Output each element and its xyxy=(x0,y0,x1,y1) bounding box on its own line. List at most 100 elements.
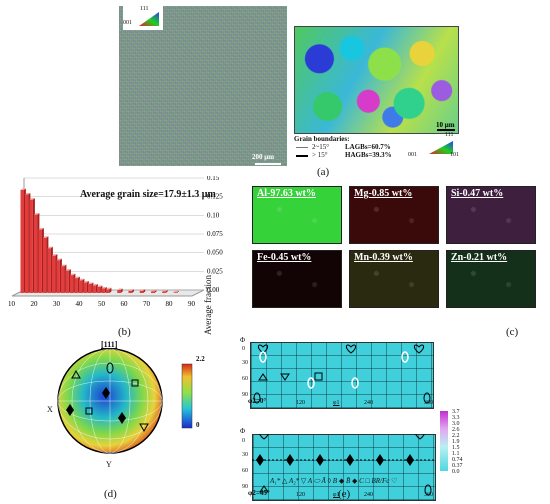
histogram-bar xyxy=(151,290,157,293)
phi1-tick-120-bottom: 120 xyxy=(296,492,305,498)
ipf-triangle-icon xyxy=(429,141,453,154)
eds-map-4: Mn-0.39 wt% xyxy=(349,250,439,308)
y-tick-label: 0.025 xyxy=(207,267,223,275)
panel-label-b: (b) xyxy=(118,326,131,338)
y-tick-labels: 0.00 0.025 0.050 0.075 0.10 0.125 0.15 xyxy=(207,176,223,294)
phi-tick-90-bottom: 90 xyxy=(242,484,248,490)
histogram-bar xyxy=(173,290,179,293)
odf-colorbar-tick: 0.74 xyxy=(452,457,463,463)
x-tick-label: 90 xyxy=(188,300,196,308)
section-label-phi2-0: φ2=0° xyxy=(248,397,267,405)
pf-scale-min: 0 xyxy=(196,421,200,429)
pole-figure-colorbar xyxy=(181,363,193,429)
odf-colorbar-tick: 1.1 xyxy=(452,451,460,457)
ipf-triangle-icon xyxy=(139,12,159,26)
phi1-tick-360-bottom: 360 xyxy=(424,492,433,498)
grain-size-annotation: Average grain size=17.9±1.3 μm xyxy=(80,189,216,200)
phi-axis-label-top: Φ xyxy=(240,336,246,344)
ipf-key2-right-label: 101 xyxy=(450,152,459,158)
pole-top-label: [111] xyxy=(101,340,118,349)
x-tick-label: 70 xyxy=(143,300,151,308)
ipf-key-top-label: 111 xyxy=(140,6,149,12)
eds-map-label: Mg-0.85 wt% xyxy=(354,188,413,199)
pf-scale-max: 2.2 xyxy=(196,355,205,363)
axis-y-label: Y xyxy=(106,460,112,469)
x-tick-label: 20 xyxy=(31,300,39,308)
ipf-key2-left-label: 001 xyxy=(408,152,417,158)
ipf-key-right xyxy=(425,138,457,156)
odf-colorbar-tick: 2.6 xyxy=(452,427,460,433)
odf-section-phi2-45-field xyxy=(252,434,436,501)
phi-tick-0-top: 0 xyxy=(242,346,245,352)
eds-map-label: Si-0.47 wt% xyxy=(451,188,504,199)
eds-map-label: Al-97.63 wt% xyxy=(257,188,316,199)
x-tick-label: 50 xyxy=(98,300,106,308)
odf-colorbar-tick: 3.0 xyxy=(452,421,460,427)
gb-low-line xyxy=(296,147,308,148)
odf-legend: A₁* △ A₂* ▽ A ⬭ Ā ◊ B ◆ B̄ ◆ C □ BR/Fc ♡ xyxy=(270,477,398,485)
odf-section-phi2-0 xyxy=(250,342,434,409)
phi-tick-60-top: 60 xyxy=(242,376,248,382)
scale-bar-label-left: 200 μm xyxy=(252,153,275,161)
panel-label-c: (c) xyxy=(506,326,519,338)
phi-axis-label-bottom: Φ xyxy=(240,427,246,435)
y-axis-label: Average fraction xyxy=(203,275,213,336)
panel-label-a: (a) xyxy=(317,166,330,178)
histogram-bar xyxy=(128,289,134,293)
phi1-axis-label-bottom: φ1 xyxy=(333,492,340,498)
section-label-phi2-45: φ2=45° xyxy=(248,489,270,497)
panel-label-d: (d) xyxy=(104,488,117,500)
gb-high-line xyxy=(296,155,308,157)
y-tick-label: 0.050 xyxy=(207,249,223,257)
x-tick-labels: 10 20 30 40 50 60 70 80 90 xyxy=(8,300,196,308)
chart-bars xyxy=(20,188,179,293)
eds-map-label: Mn-0.39 wt% xyxy=(354,252,413,263)
odf-colorbar-tick: 3.7 xyxy=(452,409,460,415)
pole-figure xyxy=(57,348,193,454)
eds-map-3: Fe-0.45 wt% xyxy=(252,250,342,308)
gb-high-range: > 15° xyxy=(312,151,328,159)
ebsd-ipf-map-zoom xyxy=(294,26,459,134)
gb-title: Grain boundaries: xyxy=(294,135,350,143)
phi-tick-60-bottom: 60 xyxy=(242,468,248,474)
y-tick-label: 0.10 xyxy=(207,211,220,219)
phi1-tick-120-top: 120 xyxy=(296,400,305,406)
phi-tick-0-bottom: 0 xyxy=(242,438,245,444)
odf-colorbar xyxy=(440,411,448,471)
eds-element-maps: Al-97.63 wt% Mg-0.85 wt% Si-0.47 wt% Fe-0.4… xyxy=(252,186,544,310)
eds-map-0: Al-97.63 wt% xyxy=(252,186,342,244)
ebsd-ipf-map-overview xyxy=(119,6,287,166)
ipf-key2-top-label: 111 xyxy=(445,132,454,138)
x-tick-label: 80 xyxy=(166,300,174,308)
phi1-axis-label-top: φ1 xyxy=(333,400,340,406)
gb-low-range: 2~15° xyxy=(312,143,330,151)
phi1-tick-360-top: 360 xyxy=(424,400,433,406)
eds-map-5: Zn-0.21 wt% xyxy=(446,250,536,308)
phi-tick-30-top: 30 xyxy=(242,360,248,366)
x-tick-label: 60 xyxy=(121,300,129,308)
eds-map-label: Zn-0.21 wt% xyxy=(451,252,508,263)
odf-markers-0 xyxy=(253,344,431,404)
odf-colorbar-tick: 1.9 xyxy=(452,439,460,445)
odf-colorbar-tick: 1.5 xyxy=(452,445,460,451)
odf-section-phi2-45 xyxy=(252,434,436,501)
odf-colorbar-tick: 3.3 xyxy=(452,415,460,421)
odf-colorbar-tick: 0.37 xyxy=(452,463,463,469)
scale-bar-right xyxy=(437,129,455,131)
histogram-bar xyxy=(106,287,112,293)
odf-markers-45 xyxy=(252,434,434,496)
eds-map-1: Mg-0.85 wt% xyxy=(349,186,439,244)
scale-bar-left xyxy=(255,163,281,165)
phi-tick-90-top: 90 xyxy=(242,392,248,398)
eds-map-2: Si-0.47 wt% xyxy=(446,186,536,244)
histogram-bar xyxy=(162,290,168,293)
grain-size-histogram: 10 20 30 40 50 60 70 80 90 0.000.0250.0500.0750.… xyxy=(8,176,223,308)
x-tick-label: 30 xyxy=(53,300,61,308)
ipf-key-left xyxy=(123,6,163,30)
y-tick-label: 0.075 xyxy=(207,230,223,238)
panel-label-e: (e) xyxy=(338,488,351,500)
y-tick-label: 0.00 xyxy=(207,286,220,294)
ipf-key-left-label: 001 xyxy=(123,20,132,26)
y-tick-label: 0.125 xyxy=(207,193,223,201)
x-tick-label: 10 xyxy=(8,300,16,308)
